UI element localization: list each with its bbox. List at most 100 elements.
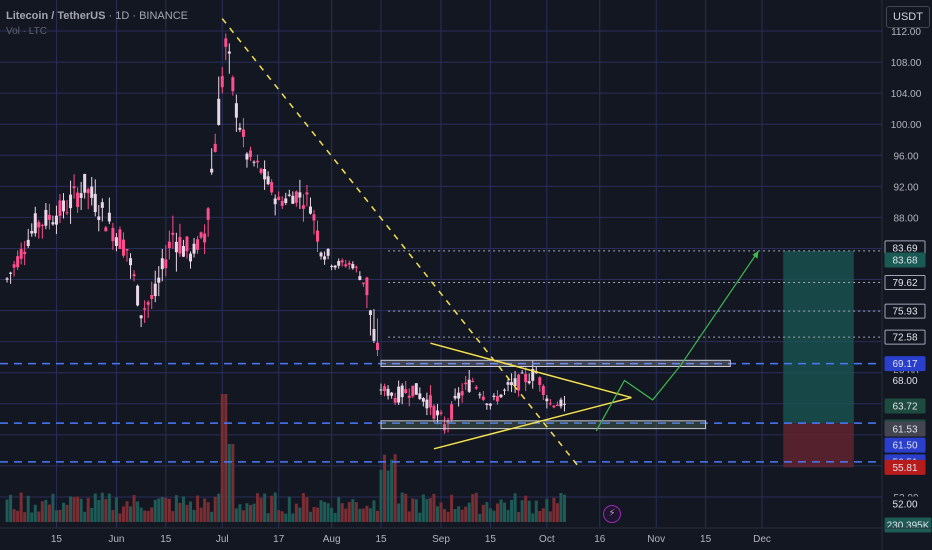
triangle-lower-line[interactable] — [433, 396, 632, 450]
candle-body[interactable] — [227, 51, 231, 54]
candle-body[interactable] — [418, 393, 422, 399]
candle-body[interactable] — [72, 186, 76, 189]
candle-body[interactable] — [439, 412, 443, 414]
candle-body[interactable] — [524, 373, 528, 383]
candle-body[interactable] — [189, 253, 193, 262]
candle-body[interactable] — [503, 389, 507, 391]
candle-body[interactable] — [206, 208, 210, 220]
candle-body[interactable] — [411, 385, 415, 397]
candle-body[interactable] — [44, 209, 48, 226]
candle-body[interactable] — [107, 212, 111, 222]
price-badge[interactable]: 61.50 — [884, 437, 926, 453]
candle-body[interactable] — [358, 276, 362, 280]
candle-body[interactable] — [143, 308, 147, 310]
candle-body[interactable] — [425, 399, 429, 409]
candle-body[interactable] — [495, 396, 499, 402]
candle-body[interactable] — [196, 239, 200, 250]
candle-body[interactable] — [181, 246, 185, 257]
candle-body[interactable] — [365, 277, 369, 296]
candle-body[interactable] — [330, 265, 334, 267]
candle-body[interactable] — [474, 387, 478, 389]
candle-body[interactable] — [301, 205, 305, 209]
candle-body[interactable] — [139, 315, 143, 319]
candle-body[interactable] — [273, 198, 277, 205]
price-badge[interactable]: 52.00 — [884, 496, 926, 512]
price-badge[interactable]: 61.53 — [884, 421, 926, 437]
candle-body[interactable] — [245, 153, 249, 160]
candle-body[interactable] — [520, 372, 524, 374]
candle-body[interactable] — [308, 206, 312, 214]
candle-body[interactable] — [326, 249, 330, 256]
candle-body[interactable] — [58, 200, 62, 216]
candle-body[interactable] — [19, 249, 23, 259]
candle-body[interactable] — [199, 232, 203, 238]
candle-body[interactable] — [224, 38, 228, 47]
candle-body[interactable] — [481, 396, 485, 400]
candle-body[interactable] — [54, 215, 58, 225]
price-badge[interactable]: 72.58 — [884, 329, 926, 345]
candle-body[interactable] — [76, 192, 80, 208]
candle-body[interactable] — [407, 395, 411, 398]
candle-body[interactable] — [457, 392, 461, 399]
candle-body[interactable] — [517, 374, 521, 391]
candle-body[interactable] — [86, 189, 90, 194]
candle-body[interactable] — [213, 143, 217, 152]
candle-body[interactable] — [393, 397, 397, 403]
candle-body[interactable] — [471, 380, 475, 382]
projection-path[interactable] — [595, 250, 760, 432]
price-badge[interactable]: 230.395K — [884, 517, 932, 533]
candle-body[interactable] — [548, 403, 552, 405]
candle-body[interactable] — [372, 329, 376, 341]
price-badge[interactable]: 83.68 — [884, 252, 926, 268]
candle-body[interactable] — [435, 410, 439, 416]
price-axis[interactable]: 112.00 108.00 104.00 100.00 96.00 92.00 88.00 6… — [882, 0, 932, 550]
candle-body[interactable] — [160, 258, 164, 270]
candle-body[interactable] — [132, 274, 136, 277]
candle-body[interactable] — [252, 161, 256, 163]
candle-body[interactable] — [129, 258, 133, 266]
candle-body[interactable] — [400, 385, 404, 398]
candle-body[interactable] — [266, 176, 270, 185]
candle-body[interactable] — [164, 259, 168, 269]
candle-body[interactable] — [51, 222, 55, 225]
candle-body[interactable] — [280, 200, 284, 206]
candle-body[interactable] — [397, 386, 401, 403]
candle-body[interactable] — [538, 377, 542, 386]
candle-body[interactable] — [552, 405, 556, 408]
candle-body[interactable] — [16, 256, 20, 268]
candle-body[interactable] — [414, 383, 418, 395]
candle-body[interactable] — [62, 200, 66, 212]
candle-body[interactable] — [375, 342, 379, 351]
candle-body[interactable] — [238, 127, 242, 130]
candle-body[interactable] — [559, 399, 563, 407]
candle-body[interactable] — [464, 382, 468, 385]
loss-zone[interactable] — [783, 423, 854, 468]
candle-body[interactable] — [93, 193, 97, 213]
candle-body[interactable] — [562, 403, 566, 405]
candle-body[interactable] — [298, 192, 302, 198]
candle-body[interactable] — [157, 277, 161, 283]
candle-body[interactable] — [361, 282, 365, 284]
candle-body[interactable] — [347, 262, 351, 265]
candle-body[interactable] — [37, 222, 41, 228]
candle-body[interactable] — [231, 77, 235, 92]
candle-body[interactable] — [97, 216, 101, 220]
candle-body[interactable] — [136, 285, 140, 306]
candle-body[interactable] — [555, 404, 559, 406]
candle-body[interactable] — [241, 129, 245, 137]
price-badge[interactable]: 75.93 — [884, 303, 926, 319]
candle-body[interactable] — [383, 386, 387, 392]
candle-body[interactable] — [386, 388, 390, 396]
candle-body[interactable] — [100, 202, 104, 208]
candle-body[interactable] — [284, 198, 288, 203]
candle-body[interactable] — [47, 214, 51, 220]
candle-body[interactable] — [150, 294, 154, 299]
price-badge[interactable]: 63.72 — [884, 398, 926, 414]
candle-body[interactable] — [351, 264, 355, 269]
chart-drawings[interactable] — [0, 18, 882, 468]
candle-body[interactable] — [421, 397, 425, 402]
candle-body[interactable] — [111, 227, 115, 242]
candle-body[interactable] — [478, 394, 482, 396]
candle-body[interactable] — [488, 403, 492, 406]
